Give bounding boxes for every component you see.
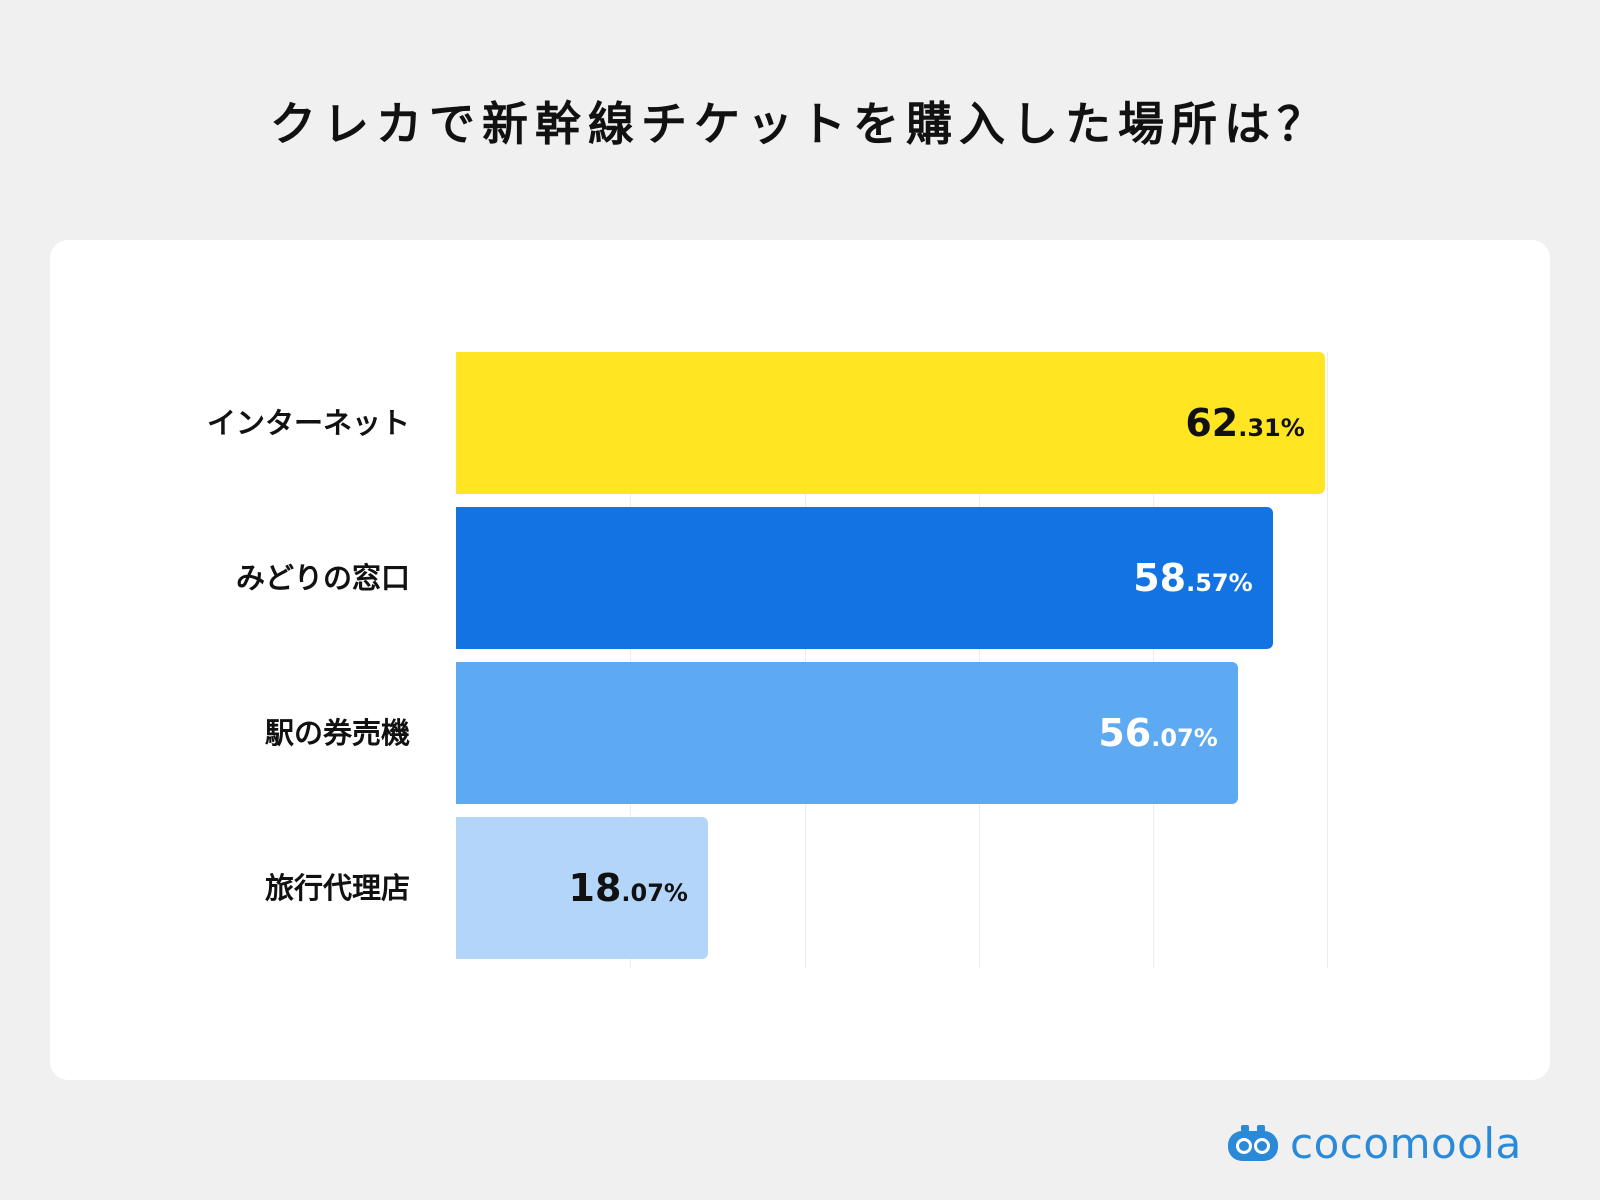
gridline: [630, 352, 632, 968]
gridline: [1327, 352, 1329, 968]
bar-value-decimal: .57%: [1186, 569, 1253, 597]
bar: [456, 352, 1325, 494]
bar-value-label: 62.31%: [1185, 352, 1304, 494]
plot-area: 62.31% 58.57% 56.07% 18.07%: [456, 352, 1432, 968]
gridline: [978, 352, 980, 968]
brand-name: cocomoola: [1290, 1118, 1522, 1168]
bar: [456, 507, 1273, 649]
bar-value-integer: 18: [568, 866, 622, 910]
gridline: [1153, 352, 1155, 968]
brand-logo: cocomoola: [1226, 1118, 1522, 1168]
category-label: 駅の券売機: [264, 716, 410, 750]
bar: [456, 817, 708, 959]
bar-value-decimal: .31%: [1238, 414, 1305, 442]
category-label: 旅行代理店: [264, 871, 410, 905]
bar-value-label: 58.57%: [1133, 507, 1252, 649]
bar-value-integer: 62: [1185, 401, 1239, 445]
bar-value-integer: 56: [1098, 711, 1152, 755]
bar-value-label: 56.07%: [1098, 662, 1217, 804]
bar: [456, 662, 1238, 804]
bar-value-integer: 58: [1133, 556, 1187, 600]
chart-title: クレカで新幹線チケットを購入した場所は？: [270, 97, 1330, 151]
category-label: みどりの窓口: [235, 561, 410, 595]
category-label: インターネット: [206, 406, 410, 440]
bar-value-decimal: .07%: [1151, 724, 1218, 752]
cocomoola-logo-icon: [1228, 1125, 1278, 1161]
gridline: [804, 352, 806, 968]
bar-value-decimal: .07%: [621, 879, 688, 907]
bar-value-label: 18.07%: [569, 817, 688, 959]
